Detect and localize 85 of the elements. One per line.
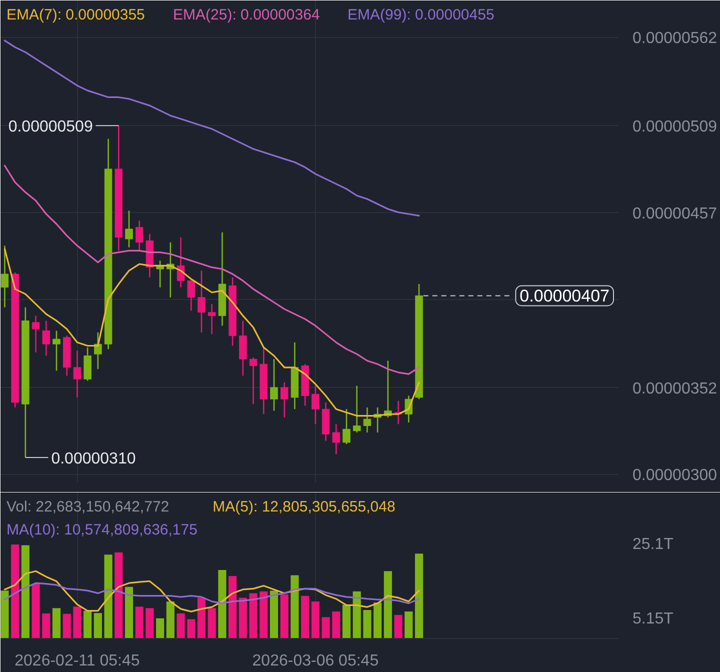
candlestick [32,315,40,354]
bar [187,619,196,638]
candlestick [249,356,258,405]
bar [238,598,247,638]
bar [384,571,392,638]
bar [394,614,402,638]
annotation: Vol: 22,683,150,642,772 [6,498,170,516]
bar [290,575,299,638]
bar [301,596,310,638]
text: MA(5): 12,805,305,655,048 [212,498,396,516]
bar [197,598,206,638]
bar [249,593,258,638]
bar [363,610,372,638]
bar [52,608,61,638]
bar [94,613,102,638]
bar [114,552,123,638]
bar [404,612,413,638]
candlestick [73,350,82,398]
bar [342,604,351,638]
y-tick-label: 25.1T [632,536,674,554]
bar [208,608,216,638]
candlestick [332,423,340,455]
line-series [4,582,420,604]
candlestick [187,280,196,312]
bar [352,591,361,638]
candlestick [198,270,206,334]
bar [311,601,320,638]
y-tick-label: 0.00000300 [632,467,718,484]
candlestick [52,330,60,372]
bar [11,544,20,638]
bar [218,570,226,638]
bar [374,602,382,638]
line-series [4,570,420,612]
ref-line-label: 0.00000407 [520,286,610,306]
bar [414,554,424,638]
bar [322,617,330,638]
bar [260,591,268,638]
bar [0,590,9,638]
candlestick [352,385,361,434]
bar [104,554,112,638]
y-tick-label: 0.00000562 [632,30,718,48]
candlestick [270,358,278,412]
line-series [4,40,420,216]
bar [73,606,82,638]
bar [135,606,144,638]
candlestick [280,382,288,418]
bar [32,584,40,638]
annotation: 0.00000310 [51,450,136,468]
candlestick [208,303,216,335]
candlestick [239,320,247,376]
candlestick [42,320,50,356]
bar [176,613,185,638]
bar [166,601,174,638]
bar [62,614,71,638]
text: EMA(25): 0.00000364 [173,6,320,24]
y-tick-label: 0.00000457 [632,205,718,222]
candlestick [94,332,102,370]
text: EMA(7): 0.00000355 [6,6,145,24]
y-tick-label: 5.15T [632,610,674,628]
bar [146,608,154,638]
bar [332,612,340,638]
bar [84,610,92,638]
candlestick [312,385,320,425]
bar [228,576,237,638]
x-tick-label: 2026-03-06 05:45 [252,652,379,670]
line-series [4,248,420,417]
bar [42,613,50,638]
candlestick [0,245,9,308]
annotation: 0.00000509 [8,118,93,136]
line-series [4,164,420,375]
bar [270,590,278,638]
y-tick-label: 0.00000509 [632,118,718,136]
y-tick-label: 0.00000352 [632,380,718,398]
candlestick [125,210,133,248]
candlestick [84,346,92,382]
text: MA(10): 10,574,809,636,175 [6,522,198,539]
bar [156,618,164,638]
bar [280,594,288,638]
candlestick [135,220,144,252]
x-tick-label: 2026-02-11 05:45 [14,652,140,670]
bar [124,586,134,638]
candlestick [363,406,372,434]
candlestick [342,408,350,445]
bar [21,545,30,638]
text: EMA(99): 0.00000455 [348,6,494,24]
